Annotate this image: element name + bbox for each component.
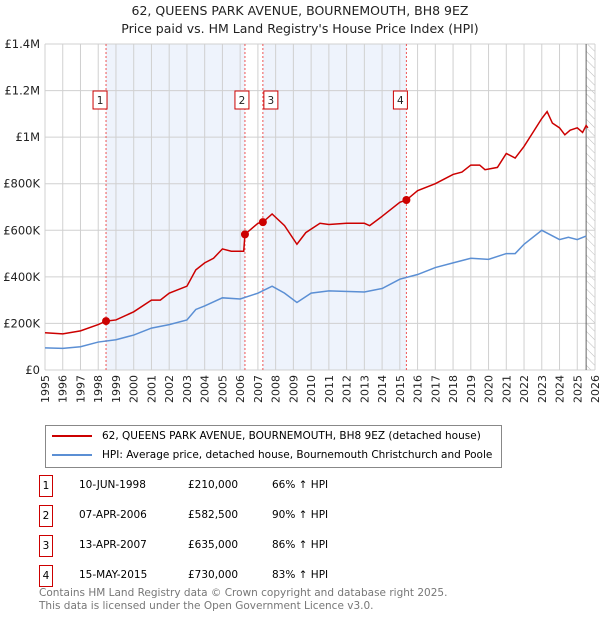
sale-date: 13-APR-2007 [79, 539, 147, 551]
x-tick-label: 1998 [92, 375, 105, 403]
x-tick-label: 2024 [554, 375, 567, 403]
sale-hpi-diff: 90% ↑ HPI [272, 509, 329, 521]
sale-label-box [392, 90, 408, 110]
legend-swatch [52, 454, 92, 456]
x-tick-label: 1996 [57, 375, 70, 403]
x-tick-label: 2026 [589, 375, 600, 403]
x-tick-label: 2000 [128, 375, 141, 403]
sale-price: £730,000 [188, 569, 239, 581]
x-tick-label: 1997 [74, 375, 87, 403]
x-tick-label: 2018 [447, 375, 460, 403]
x-tick-label: 2020 [483, 375, 496, 403]
footer-copyright: Contains HM Land Registry data © Crown c… [39, 587, 448, 599]
sale-hpi-diff: 66% ↑ HPI [272, 479, 329, 491]
legend-swatch [52, 435, 92, 437]
sale-date: 10-JUN-1998 [79, 479, 146, 491]
x-tick-label: 2010 [305, 375, 318, 403]
legend-item-property: 62, QUEENS PARK AVENUE, BOURNEMOUTH, BH8… [52, 430, 481, 442]
legend-item-hpi: HPI: Average price, detached house, Bour… [52, 449, 492, 461]
footer-licence: This data is licensed under the Open Gov… [39, 600, 374, 612]
sale-point [240, 230, 249, 239]
x-tick-label: 1995 [39, 375, 52, 403]
sale-point [402, 196, 411, 205]
chart-subtitle: Price paid vs. HM Land Registry's House … [121, 21, 479, 36]
sale-number: 3 [39, 535, 53, 557]
chart-title: 62, QUEENS PARK AVENUE, BOURNEMOUTH, BH8… [131, 3, 469, 18]
x-tick-label: 2023 [536, 375, 549, 403]
y-tick-label: £1.4M [4, 37, 40, 51]
x-tick-label: 2019 [465, 375, 478, 403]
sale-number: 4 [39, 565, 53, 587]
x-tick-label: 2021 [500, 375, 513, 403]
y-tick-label: £1M [15, 130, 40, 144]
shaded-range [262, 44, 407, 370]
x-tick-label: 2015 [394, 375, 407, 403]
legend-label: HPI: Average price, detached house, Bour… [102, 449, 493, 461]
x-tick-label: 2025 [571, 375, 584, 403]
x-tick-label: 2003 [181, 375, 194, 403]
shaded-range [106, 44, 245, 370]
x-tick-label: 2008 [270, 375, 283, 403]
sale-number: 1 [39, 475, 53, 497]
x-tick-label: 1999 [110, 375, 123, 403]
sale-price: £582,500 [188, 509, 239, 521]
series-line [44, 229, 587, 350]
sale-date: 15-MAY-2015 [79, 569, 148, 581]
x-tick-label: 2012 [341, 375, 354, 403]
x-tick-label: 2014 [376, 375, 389, 403]
y-tick-label: £800K [3, 177, 40, 191]
sale-number: 2 [39, 505, 53, 527]
y-tick-label: £0 [25, 363, 40, 377]
x-tick-label: 2022 [518, 375, 531, 403]
y-tick-label: £1.2M [4, 84, 40, 98]
x-tick-label: 2006 [234, 375, 247, 403]
sale-label-box [234, 90, 250, 110]
sale-label: 3 [268, 95, 275, 107]
y-tick-label: £200K [3, 316, 40, 330]
y-tick-label: £400K [3, 270, 40, 284]
x-tick-label: 2009 [287, 375, 300, 403]
sale-label: 4 [397, 95, 404, 107]
legend: 62, QUEENS PARK AVENUE, BOURNEMOUTH, BH8… [45, 425, 502, 468]
sale-label-box [263, 90, 279, 110]
x-tick-label: 2016 [412, 375, 425, 403]
x-tick-label: 2001 [145, 375, 158, 403]
sale-label-box [92, 90, 108, 110]
future-hatch [586, 44, 595, 370]
x-tick-label: 2017 [429, 375, 442, 403]
x-tick-label: 2005 [216, 375, 229, 403]
y-tick-label: £600K [3, 223, 40, 237]
sale-price: £635,000 [188, 539, 239, 551]
sale-label: 1 [97, 95, 104, 107]
sale-date: 07-APR-2006 [79, 509, 147, 521]
plot-area: 1995 1996 1997 1998 1999 2000 2001 2002 2003 2004… [3, 37, 600, 403]
x-tick-label: 2013 [358, 375, 371, 403]
x-tick-label: 2007 [252, 375, 265, 403]
sale-point [102, 317, 111, 326]
series-line [44, 110, 589, 335]
x-tick-label: 2011 [323, 375, 336, 403]
sale-hpi-diff: 86% ↑ HPI [272, 539, 329, 551]
sale-price: £210,000 [188, 479, 239, 491]
x-tick-label: 2002 [163, 375, 176, 403]
sale-hpi-diff: 83% ↑ HPI [272, 569, 329, 581]
legend-label: 62, QUEENS PARK AVENUE, BOURNEMOUTH, BH8… [102, 430, 481, 442]
sale-label: 2 [239, 95, 246, 107]
x-tick-label: 2004 [199, 375, 212, 403]
sale-point [258, 218, 267, 227]
